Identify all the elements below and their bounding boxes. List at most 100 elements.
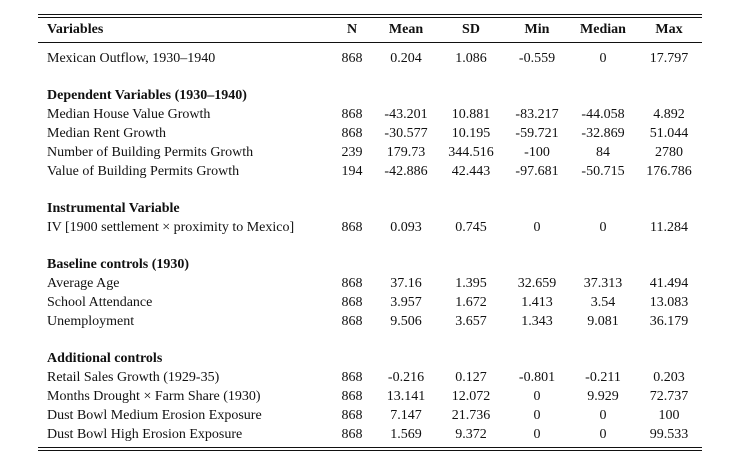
cell-sd: 1.086 <box>455 50 487 66</box>
row-label: Median Rent Growth <box>47 125 166 141</box>
cell-min: -59.721 <box>515 125 559 141</box>
cell-median: 9.081 <box>587 313 619 329</box>
cell-min: -0.801 <box>518 369 556 385</box>
cell-max: 176.786 <box>646 163 692 179</box>
cell-n: 868 <box>341 50 363 66</box>
table-row: Median Rent Growth 868 -30.577 10.195 -5… <box>38 124 702 143</box>
cell-median: 84 <box>596 144 610 160</box>
cell-n: 868 <box>341 219 363 235</box>
cell-median: -44.058 <box>581 106 625 122</box>
row-label: School Attendance <box>47 294 153 310</box>
cell-mean: -42.886 <box>384 163 428 179</box>
cell-min: 0 <box>533 426 541 442</box>
table-row-mexican-outflow: Mexican Outflow, 1930–1940 868 0.204 1.0… <box>38 49 702 68</box>
cell-min: 0 <box>533 219 541 235</box>
cell-min: 0 <box>533 407 541 423</box>
table-row: Months Drought × Farm Share (1930) 868 1… <box>38 387 702 406</box>
cell-n: 868 <box>341 369 363 385</box>
cell-mean: 7.147 <box>390 407 422 423</box>
cell-n: 868 <box>341 125 363 141</box>
cell-max: 99.533 <box>649 426 689 442</box>
cell-mean: 0.093 <box>390 219 422 235</box>
cell-max: 41.494 <box>649 275 689 291</box>
cell-min: 32.659 <box>517 275 557 291</box>
cell-median: 37.313 <box>583 275 623 291</box>
cell-max: 0.203 <box>653 369 685 385</box>
table-row: Number of Building Permits Growth 239 17… <box>38 143 702 162</box>
cell-sd: 1.395 <box>455 275 487 291</box>
top-double-rule <box>38 14 702 18</box>
row-label: Value of Building Permits Growth <box>47 163 240 179</box>
section-title-baseline: Baseline controls (1930) <box>47 256 190 272</box>
row-label: Unemployment <box>47 313 135 329</box>
cell-median: 0 <box>599 219 607 235</box>
cell-mean: 3.957 <box>390 294 422 310</box>
cell-min: -100 <box>524 144 550 160</box>
cell-n: 868 <box>341 106 363 122</box>
table-row: Average Age 868 37.16 1.395 32.659 37.31… <box>38 274 702 293</box>
cell-sd: 10.881 <box>451 106 491 122</box>
cell-min: -0.559 <box>518 50 556 66</box>
cell-min: -97.681 <box>515 163 559 179</box>
cell-sd: 0.745 <box>455 219 487 235</box>
cell-sd: 12.072 <box>451 388 491 404</box>
cell-max: 2780 <box>655 144 683 160</box>
row-label: IV [1900 settlement × proximity to Mexic… <box>47 219 295 235</box>
cell-median: 0 <box>599 407 607 423</box>
cell-median: -32.869 <box>581 125 625 141</box>
row-label: Median House Value Growth <box>47 106 211 122</box>
spacer-row <box>38 237 702 255</box>
cell-mean: -43.201 <box>384 106 428 122</box>
cell-mean: 13.141 <box>386 388 426 404</box>
cell-sd: 9.372 <box>455 426 487 442</box>
cell-n: 868 <box>341 313 363 329</box>
summary-statistics-table: Variables N Mean SD Min Median Max Mexic… <box>38 18 702 444</box>
row-label: Dust Bowl Medium Erosion Exposure <box>47 407 262 423</box>
table-row: Retail Sales Growth (1929-35) 868 -0.216… <box>38 368 702 387</box>
bottom-double-rule <box>38 446 702 451</box>
cell-n: 868 <box>341 388 363 404</box>
cell-sd: 1.672 <box>455 294 487 310</box>
table-row: School Attendance 868 3.957 1.672 1.413 … <box>38 293 702 312</box>
cell-min: 1.343 <box>521 313 553 329</box>
row-label: Mexican Outflow, 1930–1940 <box>47 50 216 66</box>
cell-max: 17.797 <box>649 50 689 66</box>
cell-mean: 9.506 <box>390 313 422 329</box>
header-min: Min <box>524 22 550 37</box>
table-row: Unemployment 868 9.506 3.657 1.343 9.081… <box>38 312 702 331</box>
cell-mean: -0.216 <box>387 369 425 385</box>
header-variables: Variables <box>47 22 104 37</box>
header-mean: Mean <box>388 22 424 37</box>
cell-sd: 344.516 <box>448 144 494 160</box>
cell-min: -83.217 <box>515 106 559 122</box>
cell-sd: 10.195 <box>451 125 491 141</box>
section-title-dependent: Dependent Variables (1930–1940) <box>47 87 247 103</box>
header-sd: SD <box>462 22 480 37</box>
cell-max: 100 <box>658 407 680 423</box>
table-row: Value of Building Permits Growth 194 -42… <box>38 162 702 181</box>
cell-mean: 37.16 <box>390 275 422 291</box>
section-title-instrumental: Instrumental Variable <box>47 200 180 216</box>
row-label: Retail Sales Growth (1929-35) <box>47 369 220 385</box>
cell-median: 9.929 <box>587 388 619 404</box>
table-row: Median House Value Growth 868 -43.201 10… <box>38 105 702 124</box>
cell-mean: 179.73 <box>386 144 426 160</box>
cell-n: 868 <box>341 407 363 423</box>
cell-max: 13.083 <box>649 294 689 310</box>
cell-sd: 0.127 <box>455 369 487 385</box>
header-median: Median <box>580 22 626 37</box>
cell-median: -50.715 <box>581 163 625 179</box>
table-row: IV [1900 settlement × proximity to Mexic… <box>38 218 702 237</box>
row-label: Dust Bowl High Erosion Exposure <box>47 426 243 442</box>
row-label: Months Drought × Farm Share (1930) <box>47 388 261 404</box>
cell-max: 51.044 <box>649 125 689 141</box>
cell-min: 1.413 <box>521 294 553 310</box>
cell-max: 72.737 <box>649 388 689 404</box>
summary-statistics-table-container: Variables N Mean SD Min Median Max Mexic… <box>38 14 702 451</box>
cell-median: 0 <box>599 426 607 442</box>
cell-median: 0 <box>599 50 607 66</box>
header-max: Max <box>655 22 683 37</box>
cell-n: 868 <box>341 275 363 291</box>
row-label: Number of Building Permits Growth <box>47 144 254 160</box>
cell-mean: 0.204 <box>390 50 422 66</box>
